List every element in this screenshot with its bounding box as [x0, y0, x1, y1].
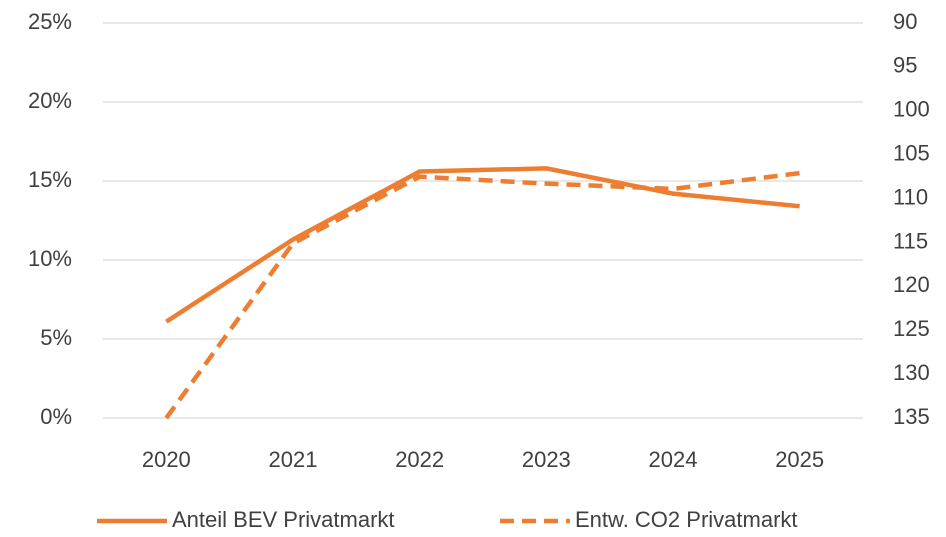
legend-label: Anteil BEV Privatmarkt [172, 507, 395, 532]
x-tick-label: 2020 [142, 447, 191, 472]
y2-tick-label: 90 [893, 9, 917, 34]
y2-tick-label: 120 [893, 272, 930, 297]
y-tick-label: 10% [28, 246, 72, 271]
legend-label: Entw. CO2 Privatmarkt [575, 507, 798, 532]
series-line [164, 170, 800, 420]
y-tick-label: 15% [28, 167, 72, 192]
x-tick-label: 2022 [395, 447, 444, 472]
x-tick-label: 2024 [649, 447, 698, 472]
y2-tick-label: 135 [893, 404, 930, 429]
y-tick-label: 5% [40, 325, 72, 350]
y2-tick-label: 115 [893, 228, 928, 253]
x-tick-label: 2025 [775, 447, 824, 472]
y-tick-label: 20% [28, 88, 72, 113]
y2-tick-label: 110 [893, 184, 928, 209]
y2-tick-label: 100 [893, 97, 930, 122]
x-tick-label: 2023 [522, 447, 571, 472]
y-tick-label: 25% [28, 9, 72, 34]
y2-tick-label: 125 [893, 316, 930, 341]
y2-tick-label: 95 [893, 53, 917, 78]
y2-tick-label: 130 [893, 360, 930, 385]
series-line [165, 166, 800, 324]
y-tick-label: 0% [40, 404, 72, 429]
x-tick-label: 2021 [269, 447, 318, 472]
y2-tick-label: 105 [893, 140, 930, 165]
